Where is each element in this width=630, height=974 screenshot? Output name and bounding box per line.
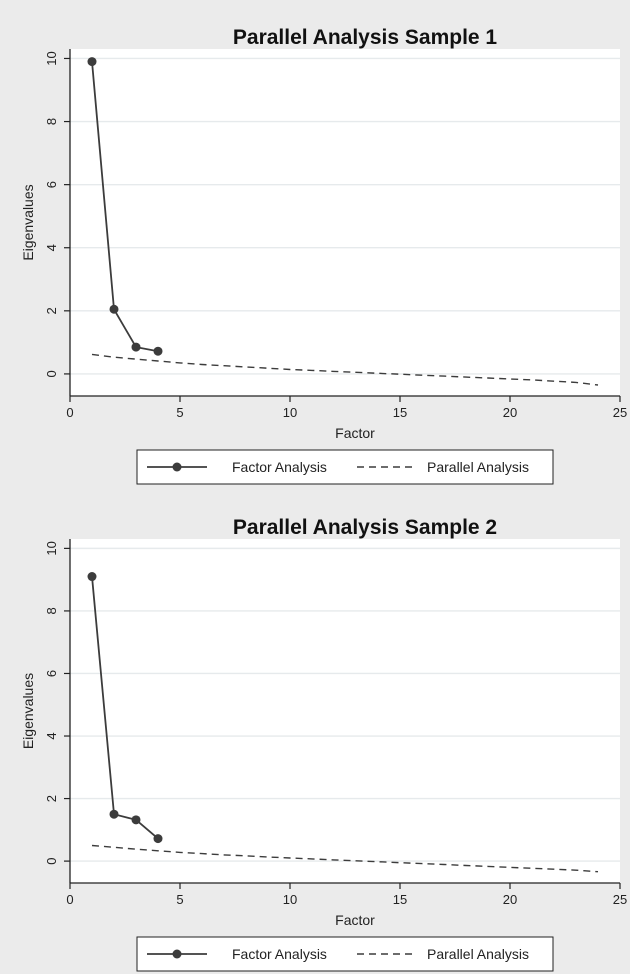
y-axis-label: Eigenvalues [20,673,36,749]
y-tick-label: 8 [44,607,59,614]
series-line-parallel-analysis [91,844,599,873]
x-tick-label: 25 [613,892,627,907]
y-tick-label: 0 [44,857,59,864]
x-axis-label: Factor [335,912,375,928]
data-point-factor-analysis [87,57,97,67]
y-tick-label: 2 [44,795,59,802]
legend-marker-factor-analysis [172,949,182,959]
y-tick-label: 2 [44,307,59,314]
series-line-factor-analysis [91,61,159,353]
data-point-factor-analysis [109,304,119,314]
series-line-factor-analysis [91,576,159,840]
plot-area [70,539,620,883]
x-tick-label: 20 [503,892,517,907]
data-point-factor-analysis [109,809,119,819]
y-tick-label: 6 [44,670,59,677]
chart-sample-2: 0 2 4 6 8 10 0 5 10 15 20 25 Parallel Analysis Sampl… [20,516,627,972]
y-tick-label: 6 [44,181,59,188]
legend-label-parallel-analysis: Parallel Analysis [427,946,529,962]
x-tick-label: 0 [66,405,73,420]
x-axis-label: Factor [335,425,375,441]
x-tick-label: 15 [393,405,407,420]
y-tick-label: 10 [44,51,59,65]
y-tick-label: 8 [44,118,59,125]
legend-label-parallel-analysis: Parallel Analysis [427,459,529,475]
y-tick-label: 4 [44,732,59,739]
chart-sample-1: 0 2 4 6 8 10 0 5 10 15 20 25 Parallel Analysis Sampl… [20,26,627,485]
data-point-factor-analysis [131,815,141,825]
x-tick-label: 0 [66,892,73,907]
y-tick-label: 0 [44,370,59,377]
data-point-factor-analysis [131,342,141,352]
legend-label-factor-analysis: Factor Analysis [232,459,327,475]
data-point-factor-analysis [153,346,163,356]
y-tick-label: 4 [44,244,59,251]
x-tick-label: 20 [503,405,517,420]
y-axis-label: Eigenvalues [20,184,36,260]
chart-title: Parallel Analysis Sample 1 [233,26,498,49]
series-line-parallel-analysis [91,353,599,386]
y-tick-label: 10 [44,541,59,555]
data-point-factor-analysis [153,834,163,844]
data-point-factor-analysis [87,572,97,582]
x-tick-label: 5 [176,405,183,420]
x-tick-label: 10 [283,405,297,420]
x-tick-label: 5 [176,892,183,907]
x-tick-label: 15 [393,892,407,907]
x-tick-label: 10 [283,892,297,907]
x-tick-label: 25 [613,405,627,420]
chart-title: Parallel Analysis Sample 2 [233,516,497,539]
legend-marker-factor-analysis [172,462,182,472]
legend-label-factor-analysis: Factor Analysis [232,946,327,962]
plot-area [70,49,620,396]
